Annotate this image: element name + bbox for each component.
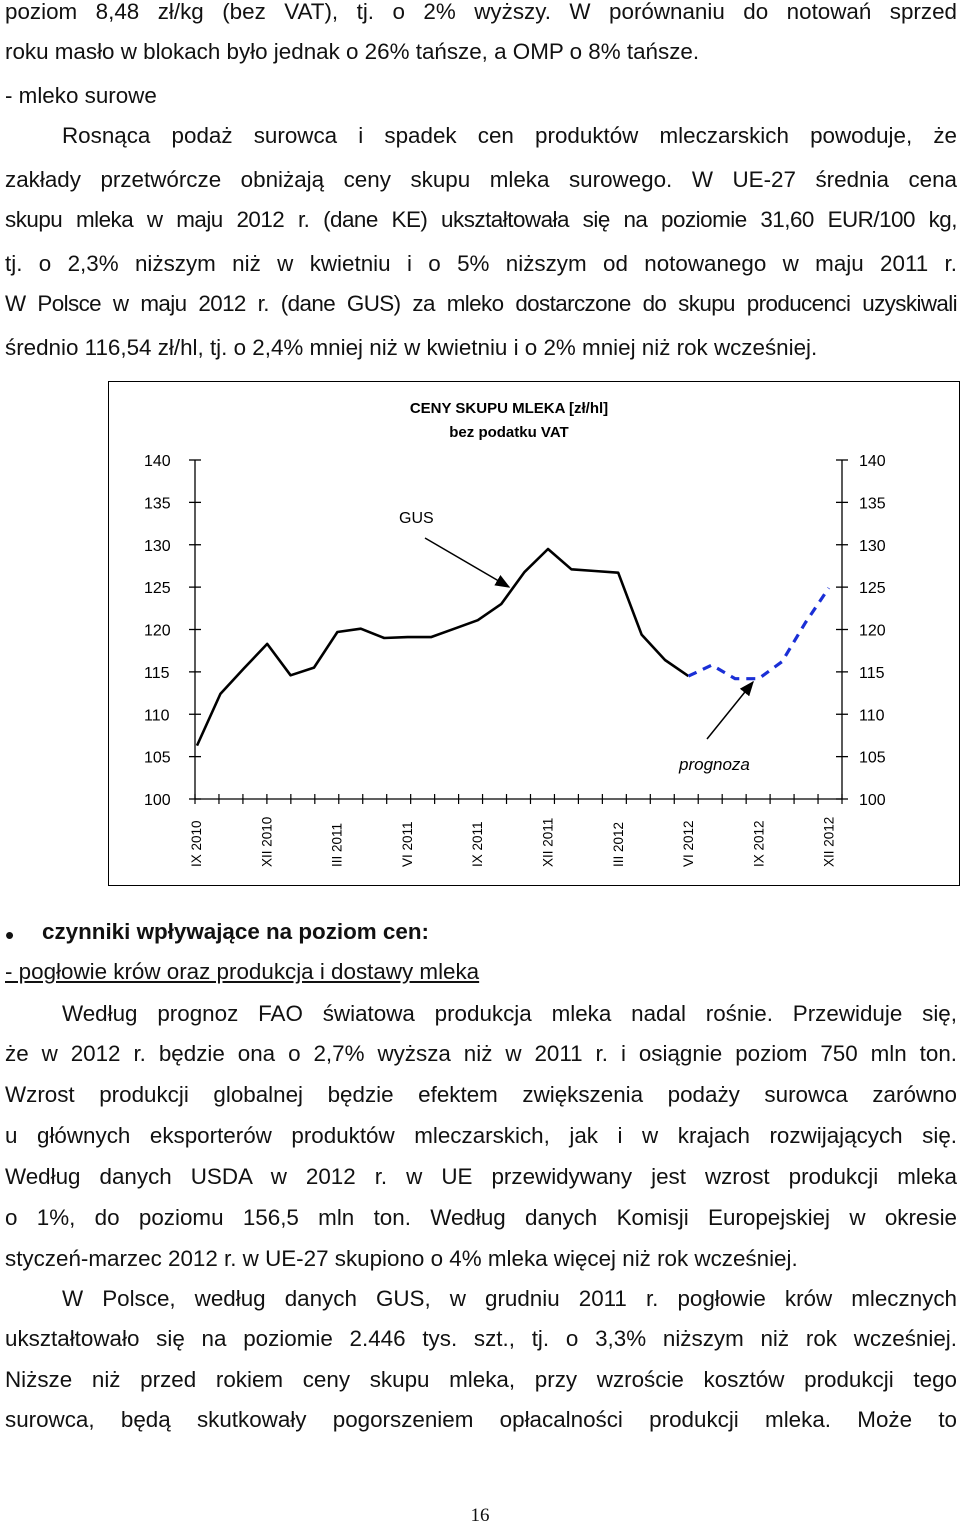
x-tick-label: VI 2012: [681, 820, 696, 867]
section-heading-raw-milk: - mleko surowe: [5, 82, 957, 110]
y-tick-label-left: 110: [144, 707, 170, 724]
x-tick-label: XII 2012: [822, 817, 837, 867]
paragraph-line: surowca, będą skutkowały pogorszeniem op…: [5, 1406, 957, 1434]
milk-price-chart: CENY SKUPU MLEKA [zł/hl] bez podatku VAT…: [108, 381, 960, 886]
paragraph-line: tj. o 2,3% niższym niż w kwietniu i o 5%…: [5, 250, 957, 278]
paragraph-line: o 1%, do poziomu 156,5 mln ton. Według d…: [5, 1204, 957, 1232]
y-tick-label-right: 140: [859, 453, 886, 470]
factors-heading: czynniki wpływające na poziom cen:: [42, 918, 429, 946]
y-tick-label-left: 125: [144, 580, 171, 597]
x-tick-label: III 2012: [611, 822, 626, 867]
forecast-series-line: [688, 588, 828, 679]
paragraph-line: styczeń-marzec 2012 r. w UE-27 skupiono …: [5, 1245, 957, 1273]
y-tick-label-right: 115: [859, 665, 885, 682]
paragraph-line: ukształtowało się na poziomie 2.446 tys.…: [5, 1325, 957, 1353]
paragraph-line: Niższe niż przed rokiem ceny skupu mleka…: [5, 1366, 957, 1394]
y-tick-label-right: 135: [859, 495, 886, 512]
y-tick-label-left: 140: [144, 453, 171, 470]
forecast-arrow: [707, 682, 753, 739]
y-tick-label-left: 120: [144, 623, 171, 640]
chart-canvas: CENY SKUPU MLEKA [zł/hl] bez podatku VAT…: [109, 382, 960, 887]
bullet-marker: •: [5, 922, 14, 948]
y-tick-label-right: 130: [859, 538, 886, 555]
paragraph-line: że w 2012 r. będzie ona o 2,7% wyższa ni…: [5, 1040, 957, 1068]
y-tick-label-right: 105: [859, 750, 886, 767]
y-tick-label-left: 115: [144, 665, 170, 682]
page-number: 16: [0, 1505, 960, 1527]
gus-series-line: [197, 549, 688, 746]
y-tick-label-right: 120: [859, 623, 886, 640]
chart-title: CENY SKUPU MLEKA [zł/hl]: [410, 400, 608, 417]
y-tick-label-right: 100: [859, 792, 886, 809]
gus-arrow: [425, 538, 509, 587]
paragraph-line: średnio 116,54 zł/hl, tj. o 2,4% mniej n…: [5, 334, 957, 362]
y-tick-label-left: 100: [144, 792, 171, 809]
y-tick-label-right: 110: [859, 707, 885, 724]
x-tick-label: XII 2010: [259, 817, 274, 867]
x-tick-label: VI 2011: [400, 821, 415, 867]
forecast-annotation: prognoza: [678, 755, 750, 774]
paragraph-line: poziom 8,48 zł/kg (bez VAT), tj. o 2% wy…: [5, 0, 957, 26]
y-tick-label-left: 135: [144, 495, 171, 512]
paragraph-line: W Polsce w maju 2012 r. (dane GUS) za ml…: [5, 290, 957, 318]
y-tick-label-right: 125: [859, 580, 886, 597]
paragraph-line: roku masło w blokach było jednak o 26% t…: [5, 38, 957, 66]
paragraph-line: skupu mleka w maju 2012 r. (dane KE) uks…: [5, 206, 957, 234]
paragraph-line: zakłady przetwórcze obniżają ceny skupu …: [5, 166, 957, 194]
x-tick-label: XII 2011: [541, 818, 556, 867]
chart-subtitle: bez podatku VAT: [449, 424, 568, 441]
x-tick-label: IX 2010: [189, 820, 204, 867]
gus-annotation: GUS: [399, 510, 434, 527]
paragraph-line: W Polsce, według danych GUS, w grudniu 2…: [62, 1285, 957, 1313]
paragraph-line: Według danych USDA w 2012 r. w UE przewi…: [5, 1163, 957, 1191]
paragraph-line: Według prognoz FAO światowa produkcja ml…: [62, 1000, 957, 1028]
x-tick-label: IX 2011: [470, 821, 485, 867]
factors-subheading: - pogłowie krów oraz produkcja i dostawy…: [5, 958, 957, 986]
paragraph-line: Wzrost produkcji globalnej będzie efekte…: [5, 1081, 957, 1109]
x-tick-label: III 2011: [330, 823, 345, 867]
paragraph-line: u głównych eksporterów produktów mleczar…: [5, 1122, 957, 1150]
x-tick-label: IX 2012: [751, 820, 766, 867]
paragraph-line: Rosnąca podaż surowca i spadek cen produ…: [62, 122, 957, 150]
y-tick-label-left: 105: [144, 750, 171, 767]
y-tick-label-left: 130: [144, 538, 171, 555]
